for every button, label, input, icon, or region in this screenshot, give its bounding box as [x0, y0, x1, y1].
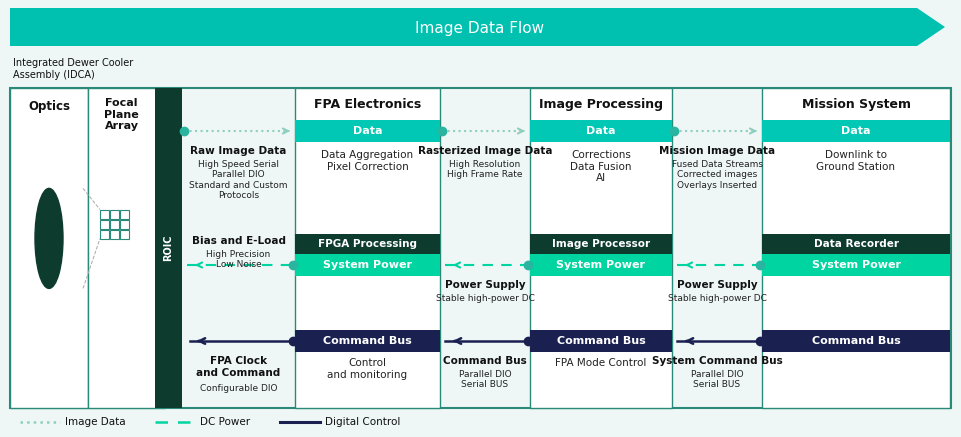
Text: Digital Control: Digital Control [325, 417, 401, 427]
Text: High Precision
Low Noise: High Precision Low Noise [207, 250, 271, 269]
Bar [762, 234, 950, 254]
Bar [100, 210, 109, 218]
Text: Mission Image Data: Mission Image Data [659, 146, 776, 156]
Text: Bias and E-Load: Bias and E-Load [191, 236, 285, 246]
Bar [295, 234, 440, 254]
Bar [155, 88, 182, 408]
Text: FPA Clock
and Command: FPA Clock and Command [196, 356, 281, 378]
Text: Image Data: Image Data [65, 417, 126, 427]
Bar [762, 88, 950, 408]
Text: Data Aggregation
Pixel Correction: Data Aggregation Pixel Correction [321, 150, 413, 172]
Bar [110, 210, 119, 218]
Text: Stable high-power DC: Stable high-power DC [435, 294, 534, 303]
Bar [762, 120, 950, 142]
Bar [762, 330, 950, 352]
Text: Parallel DIO
Serial BUS: Parallel DIO Serial BUS [691, 370, 743, 389]
Bar [530, 88, 672, 408]
Bar [295, 254, 440, 276]
Text: FPGA Processing: FPGA Processing [318, 239, 417, 249]
Bar [295, 330, 440, 352]
Bar [10, 88, 951, 408]
Bar [530, 120, 672, 142]
Text: Command Bus: Command Bus [443, 356, 527, 366]
Bar [10, 88, 88, 408]
Text: FPA Electronics: FPA Electronics [314, 98, 421, 111]
Text: Fused Data Streams
Corrected images
Overlays Inserted: Fused Data Streams Corrected images Over… [672, 160, 762, 190]
Text: Parallel DIO
Serial BUS: Parallel DIO Serial BUS [458, 370, 511, 389]
Text: Image Processor: Image Processor [552, 239, 650, 249]
Text: Optics: Optics [28, 100, 70, 113]
Polygon shape [10, 8, 945, 46]
Text: System Power: System Power [556, 260, 646, 270]
Text: Control
and monitoring: Control and monitoring [328, 358, 407, 380]
Text: Data: Data [353, 126, 382, 136]
Text: Command Bus: Command Bus [323, 336, 412, 346]
Text: System Power: System Power [811, 260, 900, 270]
Text: System Power: System Power [323, 260, 412, 270]
Text: System Command Bus: System Command Bus [652, 356, 782, 366]
Text: Mission System: Mission System [801, 98, 910, 111]
Bar [530, 254, 672, 276]
Bar [120, 210, 129, 218]
Text: Configurable DIO: Configurable DIO [200, 384, 278, 393]
Bar [120, 220, 129, 229]
Bar [762, 254, 950, 276]
Text: Downlink to
Ground Station: Downlink to Ground Station [817, 150, 896, 172]
Bar [120, 229, 129, 239]
Text: DC Power: DC Power [200, 417, 250, 427]
Text: High Resolution
High Frame Rate: High Resolution High Frame Rate [447, 160, 523, 180]
Text: Data: Data [841, 126, 871, 136]
Text: Command Bus: Command Bus [812, 336, 900, 346]
Text: FPA Mode Control: FPA Mode Control [555, 358, 647, 368]
Bar [88, 88, 165, 408]
Bar [530, 330, 672, 352]
Bar [100, 220, 109, 229]
Text: Power Supply: Power Supply [445, 280, 526, 290]
Bar [110, 229, 119, 239]
Bar [295, 88, 440, 408]
Ellipse shape [35, 188, 63, 288]
Text: Image Data Flow: Image Data Flow [415, 21, 545, 37]
Text: ROIC: ROIC [163, 235, 174, 261]
Text: Image Processing: Image Processing [539, 98, 663, 111]
Bar [530, 234, 672, 254]
Bar [110, 220, 119, 229]
Text: High Speed Serial
Parallel DIO
Standard and Custom
Protocols: High Speed Serial Parallel DIO Standard … [189, 160, 287, 200]
Text: Focal
Plane
Array: Focal Plane Array [104, 98, 139, 131]
Bar [100, 229, 109, 239]
Text: Stable high-power DC: Stable high-power DC [668, 294, 767, 303]
Text: Integrated Dewer Cooler
Assembly (IDCA): Integrated Dewer Cooler Assembly (IDCA) [13, 58, 134, 80]
Text: Data Recorder: Data Recorder [814, 239, 899, 249]
Text: Data: Data [586, 126, 616, 136]
Text: Raw Image Data: Raw Image Data [190, 146, 286, 156]
Text: Rasterized Image Data: Rasterized Image Data [418, 146, 553, 156]
Text: Power Supply: Power Supply [677, 280, 757, 290]
Bar [295, 120, 440, 142]
Text: Command Bus: Command Bus [556, 336, 646, 346]
Text: Corrections
Data Fusion
AI: Corrections Data Fusion AI [570, 150, 631, 183]
